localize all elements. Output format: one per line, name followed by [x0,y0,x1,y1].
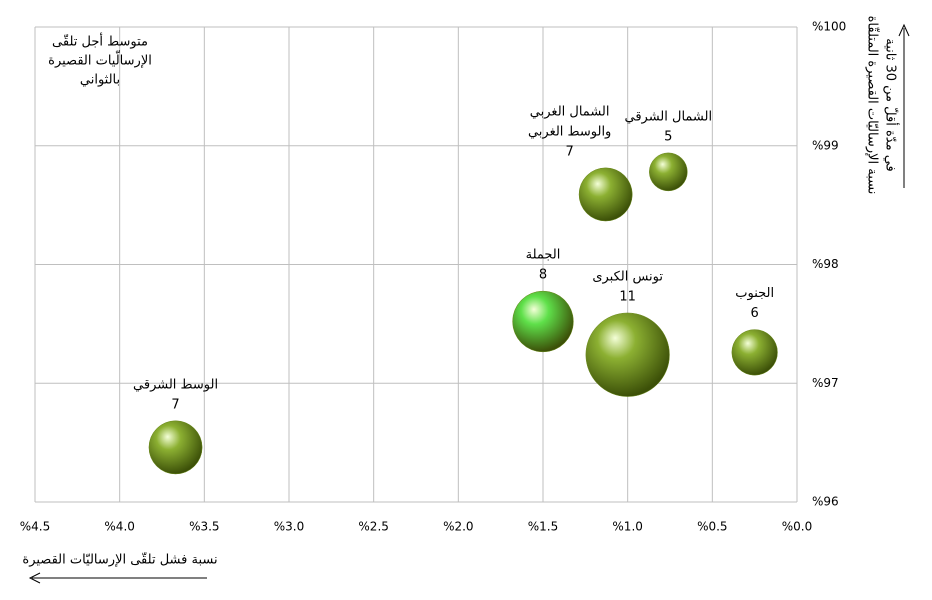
x-tick-label: %4.0 [104,520,135,534]
y-axis-title: نسبة الإرساليّات القصيرة المتلقّاة [865,16,881,195]
y-tick-label: %96 [812,495,839,509]
annotation: بالثواني [80,73,120,88]
x-tick-label: %2.0 [443,520,474,534]
x-tick-label: %4.5 [20,520,51,534]
bubble-size-label: 8 [539,268,547,283]
bubble-size-label: 6 [751,306,759,321]
bubble-size-label: 7 [566,144,574,159]
y-tick-label: %100 [812,20,846,34]
bubble-label: الجملة [526,248,561,263]
bubble-label: الجنوب [735,286,774,301]
annotation: متوسط أجل تلقّى [52,33,148,50]
bubble [585,312,670,397]
y-axis-title: في مدّة أقلّ من 30 ثانية [883,38,900,172]
bubble [649,152,688,192]
x-tick-label: %0.5 [697,520,728,534]
x-tick-label: %3.0 [274,520,305,534]
x-axis-title: نسبة فشل تلقّى الإرساليّات القصيرة [22,552,217,568]
bubble-size-label: 5 [664,129,672,144]
x-tick-label: %1.0 [612,520,643,534]
bubble-label: تونس الكبرى [592,269,663,284]
x-tick-label: %2.5 [358,520,389,534]
bubble [148,420,203,475]
bubble-label: الشمال الشرقي [624,109,712,124]
bubble [512,290,574,353]
bubble-size-label: 7 [171,397,179,412]
x-tick-label: %0.0 [782,520,813,534]
bubble-size-label: 11 [619,289,636,304]
bubble [731,329,778,376]
x-tick-label: %1.5 [528,520,559,534]
bubble [578,167,633,222]
y-arrowhead [898,23,910,37]
y-tick-label: %99 [812,138,839,152]
bubble-label: والوسط الغربي [528,124,611,139]
bubble-label: الوسط الشرقي [133,377,218,392]
bubble-label: الشمال الغربي [530,104,610,119]
x-arrowhead [28,572,41,584]
y-tick-label: %98 [812,257,839,271]
y-tick-label: %97 [812,376,839,390]
x-tick-label: %3.5 [189,520,220,534]
annotation: الإرسالّيات القصيرة [48,50,152,69]
